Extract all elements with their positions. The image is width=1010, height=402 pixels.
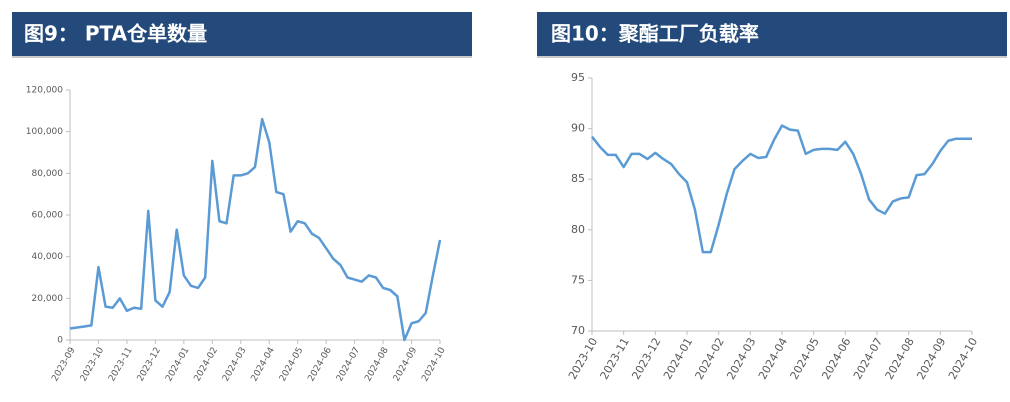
x-tick-label: 2023-09 <box>50 346 78 384</box>
y-tick-label: 80 <box>571 223 585 236</box>
x-tick-label: 2024-10 <box>946 336 980 382</box>
x-tick-label: 2024-08 <box>363 346 391 384</box>
x-tick-label: 2024-01 <box>164 346 191 384</box>
header-bar <box>537 12 1007 56</box>
x-tick-label: 2023-10 <box>566 336 600 382</box>
x-tick-label: 2024-04 <box>250 346 278 384</box>
y-tick-label: 80,000 <box>32 169 64 179</box>
y-tick-label: 95 <box>571 71 585 84</box>
x-tick-label: 2024-07 <box>851 336 885 382</box>
x-tick-label: 2024-02 <box>693 336 727 382</box>
header-rule <box>537 56 1007 58</box>
y-tick-label: 120,000 <box>26 86 63 96</box>
data-line <box>591 124 972 254</box>
chart-title: 图10：聚酯工厂负载率 <box>551 22 759 46</box>
x-tick-label: 2024-01 <box>661 336 695 382</box>
x-tick-label: 2024-05 <box>788 336 822 382</box>
y-tick-label: 100,000 <box>26 127 63 137</box>
y-tick-label: 90 <box>571 122 585 135</box>
x-tick-label: 2024-07 <box>335 346 362 384</box>
data-line <box>69 117 442 342</box>
x-tick-label: 2023-12 <box>136 346 163 384</box>
x-tick-label: 2024-09 <box>914 336 948 382</box>
x-tick-label: 2023-11 <box>598 336 632 382</box>
y-tick-label: 85 <box>571 172 585 185</box>
x-tick-label: 2024-05 <box>278 346 305 384</box>
y-tick-label: 60,000 <box>32 211 64 221</box>
x-tick-label: 2024-03 <box>724 336 758 382</box>
x-tick-label: 2024-10 <box>420 346 448 384</box>
header-bar <box>12 12 472 56</box>
y-tick-label: 70 <box>571 324 585 337</box>
x-tick-label: 2024-09 <box>392 346 420 384</box>
x-tick-label: 2023-10 <box>79 346 107 384</box>
chart-title: 图9： PTA仓单数量 <box>24 22 207 46</box>
x-tick-label: 2023-12 <box>629 336 663 382</box>
y-tick-label: 40,000 <box>32 252 64 262</box>
x-tick-label: 2024-06 <box>819 336 853 382</box>
header-rule <box>12 56 472 58</box>
x-tick-label: 2024-08 <box>883 336 917 382</box>
y-tick-label: 20,000 <box>32 294 64 304</box>
x-tick-label: 2024-02 <box>193 346 220 384</box>
y-tick-label: 0 <box>57 336 63 346</box>
x-tick-label: 2024-04 <box>756 336 790 382</box>
x-tick-label: 2024-03 <box>221 346 248 384</box>
y-tick-label: 75 <box>571 273 585 286</box>
x-tick-label: 2024-06 <box>306 346 334 384</box>
x-tick-label: 2023-11 <box>107 346 134 384</box>
